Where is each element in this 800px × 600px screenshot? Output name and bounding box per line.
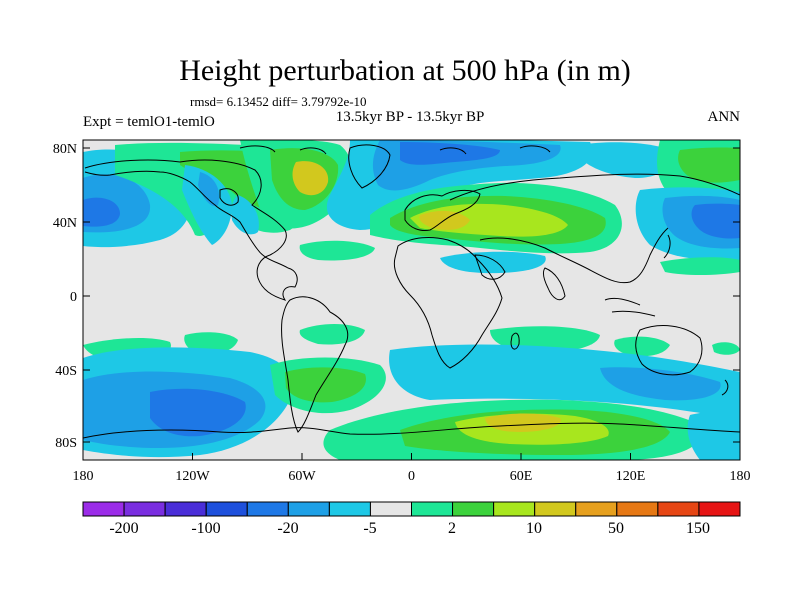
colorbar-label: -100 [191, 520, 220, 537]
south-pacific-low-core [150, 388, 246, 437]
colorbar-label: -20 [277, 520, 298, 537]
colorbar-box [205, 501, 248, 517]
colorbar [82, 501, 741, 517]
colorbar-box [575, 501, 618, 517]
lat-label-40n: 40N [53, 216, 77, 231]
map-area [83, 140, 740, 460]
colorbar-box [657, 501, 700, 517]
colorbar-label: 2 [448, 520, 456, 537]
colorbar-label: -5 [363, 520, 376, 537]
south-america-high-inner [285, 367, 366, 403]
colorbar-box [369, 501, 413, 517]
antarctic-low-east [687, 410, 740, 460]
lon-label-60w: 60W [288, 469, 316, 484]
greenland-low-core [400, 142, 500, 165]
lon-label-120w: 120W [175, 469, 210, 484]
figure-title: Height perturbation at 500 hPa (in m) [179, 54, 631, 87]
colorbar-box [698, 501, 741, 517]
colorbar-box [411, 501, 454, 517]
lon-label-180e: 180 [730, 469, 751, 484]
lat-label-80n: 80N [53, 142, 77, 157]
southern-ocean-low-inner [600, 367, 721, 401]
south-atlantic-high [299, 324, 365, 345]
lat-label-0: 0 [70, 290, 77, 305]
colorbar-box [452, 501, 495, 517]
colorbar-label: -200 [109, 520, 138, 537]
lon-label-180w: 180 [73, 469, 94, 484]
stats-label: rmsd= 6.13452 diff= 3.79792e-10 [190, 94, 367, 109]
north-indian-high [660, 257, 740, 275]
colorbar-label: 50 [608, 520, 624, 537]
southern-ocean-low [389, 344, 740, 420]
coastlines [83, 144, 740, 439]
canada-low [182, 165, 232, 245]
colorbar-box [246, 501, 289, 517]
contour-fill [83, 140, 740, 460]
colorbar-box [616, 501, 659, 517]
pacific-high-inner [678, 147, 740, 183]
colorbar-box [534, 501, 577, 517]
south-pacific-patch [712, 342, 740, 355]
lon-ticks [82, 453, 741, 460]
north-pacific-low-center [83, 197, 120, 227]
colorbar-box [287, 501, 330, 517]
hudson-low [198, 172, 220, 207]
australia-high [614, 336, 670, 357]
colorbar-labels: -200 -100 -20 -5 2 10 50 150 [109, 520, 710, 537]
lon-label-60e: 60E [510, 469, 533, 484]
subtropical-pacific-high [299, 240, 375, 261]
colorbar-label: 150 [686, 520, 710, 537]
lat-ticks [83, 147, 740, 443]
colorbar-box [82, 501, 125, 517]
colorbar-box [164, 501, 207, 517]
colorbar-box [123, 501, 166, 517]
west-atlantic-low [231, 195, 259, 235]
south-indian-high-core [485, 413, 561, 432]
central-asia-low [440, 251, 546, 274]
experiment-label: Expt = temlO1-temlO [83, 114, 215, 130]
season-label: ANN [708, 109, 741, 125]
atlantic-high-core [292, 161, 329, 196]
west-pacific-low-core [691, 203, 740, 239]
lon-label-0: 0 [408, 469, 415, 484]
colorbar-box [493, 501, 536, 517]
colorbar-label: 10 [526, 520, 542, 537]
lat-label-80s: 80S [55, 436, 77, 451]
period-label: 13.5kyr BP - 13.5kyr BP [336, 109, 485, 125]
siberia-low [580, 142, 671, 178]
lon-label-120e: 120E [616, 469, 646, 484]
lat-label-40s: 40S [55, 364, 77, 379]
colorbar-box [328, 501, 371, 517]
